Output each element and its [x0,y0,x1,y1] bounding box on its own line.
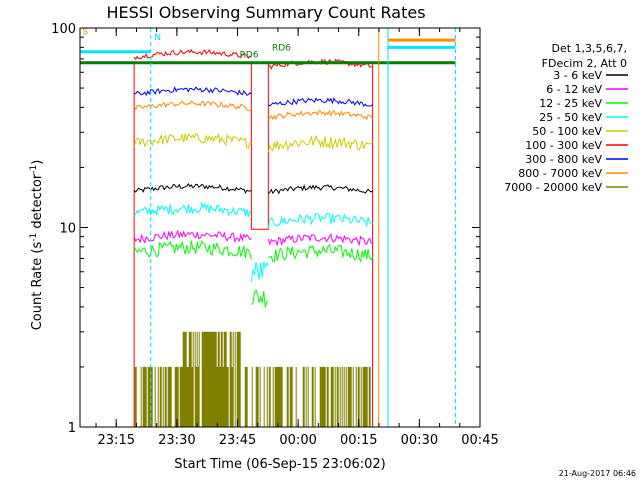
series-trace-segment [133,201,252,218]
series-trace-segment [251,289,269,308]
series-trace-segment [268,243,374,263]
annotation-label: S [82,27,88,37]
series-12-25-kev [133,239,374,308]
y-tick-label: 1 [68,421,76,436]
legend-label: 25 - 50 keV [539,111,602,124]
series-trace-segment [268,97,373,108]
series-trace-segment [133,229,252,244]
y-axis-label-sup2: -1 [29,165,39,174]
series-trace-segment [267,233,373,247]
x-tick-label: 00:45 [461,433,498,448]
x-tick-label: 00:30 [401,433,438,448]
series-trace-segment [267,184,373,195]
series-trace-segment [133,132,252,149]
series-trace-segment [267,212,373,229]
series-800-7000-kev [133,100,374,121]
x-tick-label: 00:15 [340,433,377,448]
series-trace-segment [134,331,371,427]
legend-label: 50 - 100 keV [532,125,602,138]
series-trace-segment [133,48,252,61]
y-axis-label-part2: detector [30,173,45,233]
legend-label: 100 - 300 keV [525,139,602,152]
series-3-6-kev [133,182,373,195]
footer-date: 21-Aug-2017 06:46 [559,469,636,478]
legend-header-line2: FDecim 2, Att 0 [542,57,627,70]
legend-header-line1: Det 1,3,5,6,7, [551,42,627,55]
annotation-label: N [154,33,161,43]
x-tick-label: 23:45 [219,433,256,448]
legend-label: 7000 - 20000 keV [504,181,602,194]
series-trace-segment [133,239,252,260]
legend-label: 300 - 800 keV [525,153,602,166]
legend-label: 12 - 25 keV [539,97,602,110]
legend-label: 3 - 6 keV [553,69,602,82]
x-tick-label: 23:15 [98,433,135,448]
y-tick-label: 10 [59,222,76,237]
legend-label: 6 - 12 keV [546,83,602,96]
chart-title: HESSI Observing Summary Count Rates [106,3,425,22]
y-axis-label-sup1: -1 [29,233,39,242]
series-6-12-kev [133,229,373,247]
series-7000-20000-kev [134,331,371,427]
series-trace-segment [134,85,252,97]
series-trace-segment [133,100,252,112]
series-300-800-kev [134,85,373,108]
series-trace-segment [267,109,374,121]
legend-label: 800 - 7000 keV [518,167,602,180]
series-50-100-kev [133,132,373,153]
series-25-50-kev [133,201,373,282]
y-axis-label-part1: Count Rate (s [30,242,45,331]
x-tick-label: 00:00 [279,433,316,448]
series-trace-segment [133,182,252,195]
y-axis-label: Count Rate (s-1 detector-1) [29,160,45,331]
annotation-label: RD6 [240,51,259,61]
series-trace-segment [250,261,269,282]
annotation-label: RD6 [272,44,291,54]
x-axis-label: Start Time (06-Sep-15 23:06:02) [174,457,385,472]
series-trace-segment [267,134,373,153]
y-tick-label: 100 [51,22,76,37]
legend: Det 1,3,5,6,7, FDecim 2, Att 0 3 - 6 keV… [504,42,628,194]
y-axis-label-part3: ) [30,160,45,165]
x-tick-label: 23:30 [158,433,195,448]
axes: 1 10 100 23:15 23:30 23:45 00:00 00:15 00:30 00:4… [51,22,499,448]
